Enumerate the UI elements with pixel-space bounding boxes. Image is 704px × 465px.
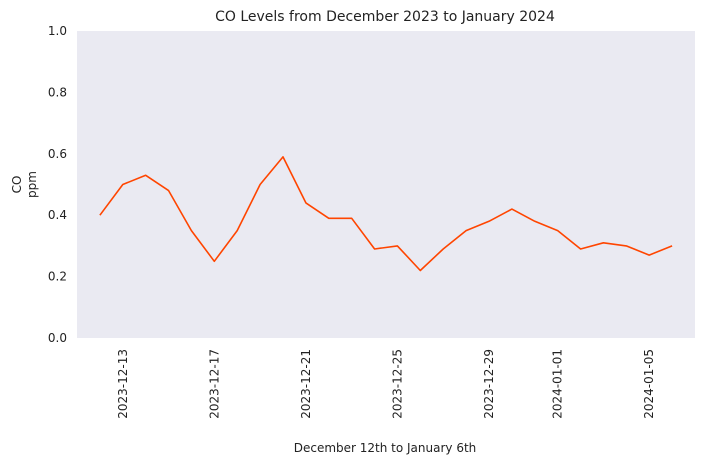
y-tick-label: 0.2 bbox=[48, 270, 67, 284]
series-layer bbox=[99, 156, 673, 272]
co-series-line bbox=[99, 156, 673, 272]
x-axis: 2023-12-13 2023-12-17 2023-12-21 2023-12-25… bbox=[116, 349, 656, 419]
x-tick-label: 2023-12-29 bbox=[482, 349, 496, 419]
x-tick-label: 2023-12-25 bbox=[390, 349, 404, 419]
x-tick-label: 2024-01-05 bbox=[642, 349, 656, 419]
x-axis-label: December 12th to January 6th bbox=[294, 441, 477, 455]
plot-area bbox=[77, 31, 695, 338]
y-axis: 0.0 0.2 0.4 0.6 0.8 1.0 bbox=[48, 24, 67, 345]
x-tick-label: 2024-01-01 bbox=[551, 349, 565, 419]
x-tick-label: 2023-12-17 bbox=[207, 349, 221, 419]
y-tick-label: 1.0 bbox=[48, 24, 67, 38]
chart-title: CO Levels from December 2023 to January … bbox=[215, 9, 555, 25]
y-tick-label: 0.4 bbox=[48, 208, 67, 222]
y-tick-label: 0.6 bbox=[48, 147, 67, 161]
y-tick-label: 0.8 bbox=[48, 85, 67, 99]
y-axis-label-line-2: ppm bbox=[25, 171, 39, 198]
y-tick-label: 0.0 bbox=[48, 331, 67, 345]
x-tick-label: 2023-12-21 bbox=[299, 349, 313, 419]
y-axis-label: CO ppm bbox=[10, 171, 39, 198]
y-axis-label-line-1: CO bbox=[10, 176, 24, 194]
x-tick-label: 2023-12-13 bbox=[116, 349, 130, 419]
